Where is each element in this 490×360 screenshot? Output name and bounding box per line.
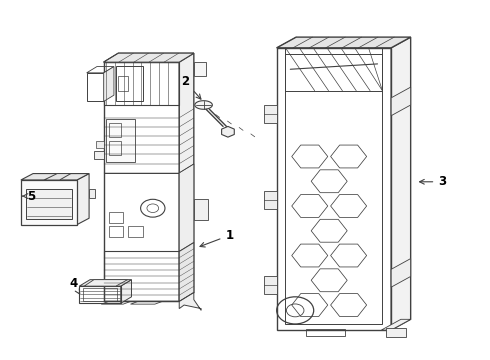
Text: 2: 2 — [181, 75, 201, 99]
Polygon shape — [381, 319, 411, 330]
Bar — [265, 191, 277, 208]
Bar — [104, 62, 179, 301]
Bar — [83, 288, 117, 301]
Polygon shape — [84, 280, 127, 286]
Bar — [106, 119, 135, 162]
Polygon shape — [221, 126, 234, 137]
Bar — [286, 48, 382, 91]
Polygon shape — [104, 53, 194, 62]
Text: 3: 3 — [419, 175, 446, 188]
Polygon shape — [79, 280, 131, 286]
Bar — [116, 66, 143, 102]
Polygon shape — [21, 174, 89, 180]
Polygon shape — [104, 67, 114, 102]
Bar — [104, 251, 179, 301]
Bar — [128, 226, 143, 237]
Bar — [109, 226, 123, 237]
Bar — [277, 48, 391, 330]
Bar — [306, 329, 345, 337]
Bar — [386, 328, 406, 337]
Polygon shape — [94, 152, 104, 158]
Bar — [194, 62, 206, 76]
Polygon shape — [179, 243, 194, 301]
Polygon shape — [121, 280, 131, 303]
Polygon shape — [97, 141, 104, 148]
Polygon shape — [77, 174, 89, 225]
Bar — [265, 276, 277, 294]
Polygon shape — [391, 258, 411, 287]
Polygon shape — [277, 37, 411, 48]
Polygon shape — [179, 293, 201, 310]
Bar — [87, 73, 104, 102]
Text: 5: 5 — [22, 190, 36, 203]
Bar — [194, 199, 208, 220]
Bar — [104, 173, 179, 251]
Bar — [104, 62, 179, 105]
Polygon shape — [195, 101, 212, 109]
Text: 1: 1 — [200, 229, 233, 247]
Polygon shape — [391, 87, 411, 116]
Bar — [286, 54, 382, 324]
Polygon shape — [391, 37, 411, 330]
Polygon shape — [179, 53, 194, 301]
Text: 4: 4 — [70, 277, 80, 294]
Bar — [265, 105, 277, 123]
Bar — [26, 189, 72, 219]
Bar — [109, 212, 123, 223]
Bar — [109, 123, 121, 137]
Bar — [118, 76, 128, 91]
Bar — [109, 141, 121, 155]
Bar — [21, 180, 77, 225]
Bar — [79, 286, 121, 303]
Polygon shape — [44, 174, 71, 180]
Polygon shape — [179, 164, 194, 251]
Bar — [89, 189, 95, 198]
